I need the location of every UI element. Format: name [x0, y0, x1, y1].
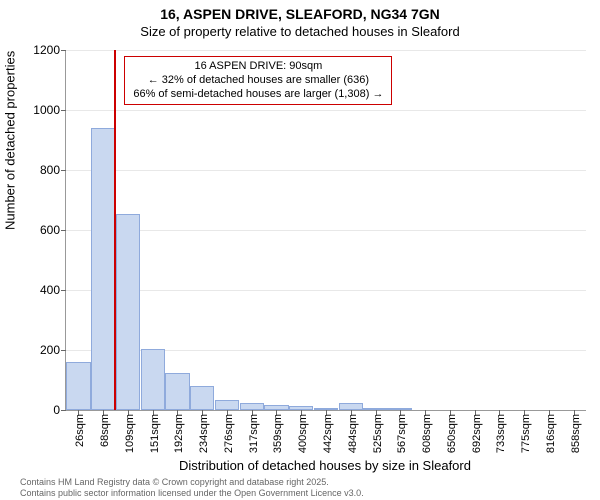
x-axis-label: Distribution of detached houses by size …: [65, 458, 585, 473]
xtick-label: 733sqm: [495, 410, 507, 453]
ytick-label: 0: [53, 403, 60, 417]
footer-line-2: Contains public sector information licen…: [20, 488, 364, 498]
footer-line-1: Contains HM Land Registry data © Crown c…: [20, 477, 364, 487]
xtick-label: 650sqm: [446, 410, 458, 453]
histogram-bar: [240, 403, 264, 411]
xtick-label: 692sqm: [471, 410, 483, 453]
ytick-label: 1000: [33, 103, 60, 117]
xtick-label: 400sqm: [297, 410, 309, 453]
histogram-bar: [91, 128, 115, 410]
footer-attribution: Contains HM Land Registry data © Crown c…: [20, 477, 364, 498]
annotation-line: 16 ASPEN DRIVE: 90sqm: [133, 60, 383, 74]
ytick-mark: [61, 230, 66, 231]
xtick-label: 525sqm: [372, 410, 384, 453]
ytick-mark: [61, 170, 66, 171]
xtick-label: 68sqm: [99, 410, 111, 447]
xtick-label: 317sqm: [248, 410, 260, 453]
xtick-label: 484sqm: [347, 410, 359, 453]
histogram-bar: [141, 349, 165, 411]
xtick-label: 276sqm: [223, 410, 235, 453]
ytick-label: 600: [40, 223, 60, 237]
xtick-label: 608sqm: [421, 410, 433, 453]
annotation-box: 16 ASPEN DRIVE: 90sqm← 32% of detached h…: [124, 56, 392, 105]
xtick-label: 858sqm: [570, 410, 582, 453]
property-size-histogram: 16, ASPEN DRIVE, SLEAFORD, NG34 7GN Size…: [0, 0, 600, 500]
xtick-label: 26sqm: [74, 410, 86, 447]
gridline: [66, 110, 586, 111]
gridline: [66, 170, 586, 171]
plot-area: 02004006008001000120026sqm68sqm109sqm151…: [65, 50, 586, 411]
ytick-mark: [61, 290, 66, 291]
histogram-bar: [116, 214, 140, 411]
chart-title: 16, ASPEN DRIVE, SLEAFORD, NG34 7GN: [0, 6, 600, 22]
gridline: [66, 230, 586, 231]
xtick-label: 234sqm: [198, 410, 210, 453]
ytick-label: 200: [40, 343, 60, 357]
ytick-label: 1200: [33, 43, 60, 57]
xtick-label: 442sqm: [322, 410, 334, 453]
ytick-mark: [61, 410, 66, 411]
y-axis-label: Number of detached properties: [3, 51, 18, 230]
histogram-bar: [165, 373, 189, 411]
property-marker-line: [114, 50, 116, 410]
gridline: [66, 290, 586, 291]
xtick-label: 775sqm: [520, 410, 532, 453]
ytick-label: 400: [40, 283, 60, 297]
xtick-label: 359sqm: [272, 410, 284, 453]
histogram-bar: [66, 362, 90, 410]
annotation-line: 66% of semi-detached houses are larger (…: [133, 88, 383, 102]
histogram-bar: [190, 386, 214, 410]
ytick-mark: [61, 50, 66, 51]
xtick-label: 567sqm: [396, 410, 408, 453]
xtick-label: 109sqm: [124, 410, 136, 453]
histogram-bar: [339, 403, 363, 410]
ytick-label: 800: [40, 163, 60, 177]
gridline: [66, 50, 586, 51]
annotation-line: ← 32% of detached houses are smaller (63…: [133, 74, 383, 88]
xtick-label: 151sqm: [149, 410, 161, 453]
histogram-bar: [215, 400, 239, 411]
ytick-mark: [61, 350, 66, 351]
xtick-label: 816sqm: [545, 410, 557, 453]
ytick-mark: [61, 110, 66, 111]
chart-subtitle: Size of property relative to detached ho…: [0, 24, 600, 39]
xtick-label: 192sqm: [173, 410, 185, 453]
